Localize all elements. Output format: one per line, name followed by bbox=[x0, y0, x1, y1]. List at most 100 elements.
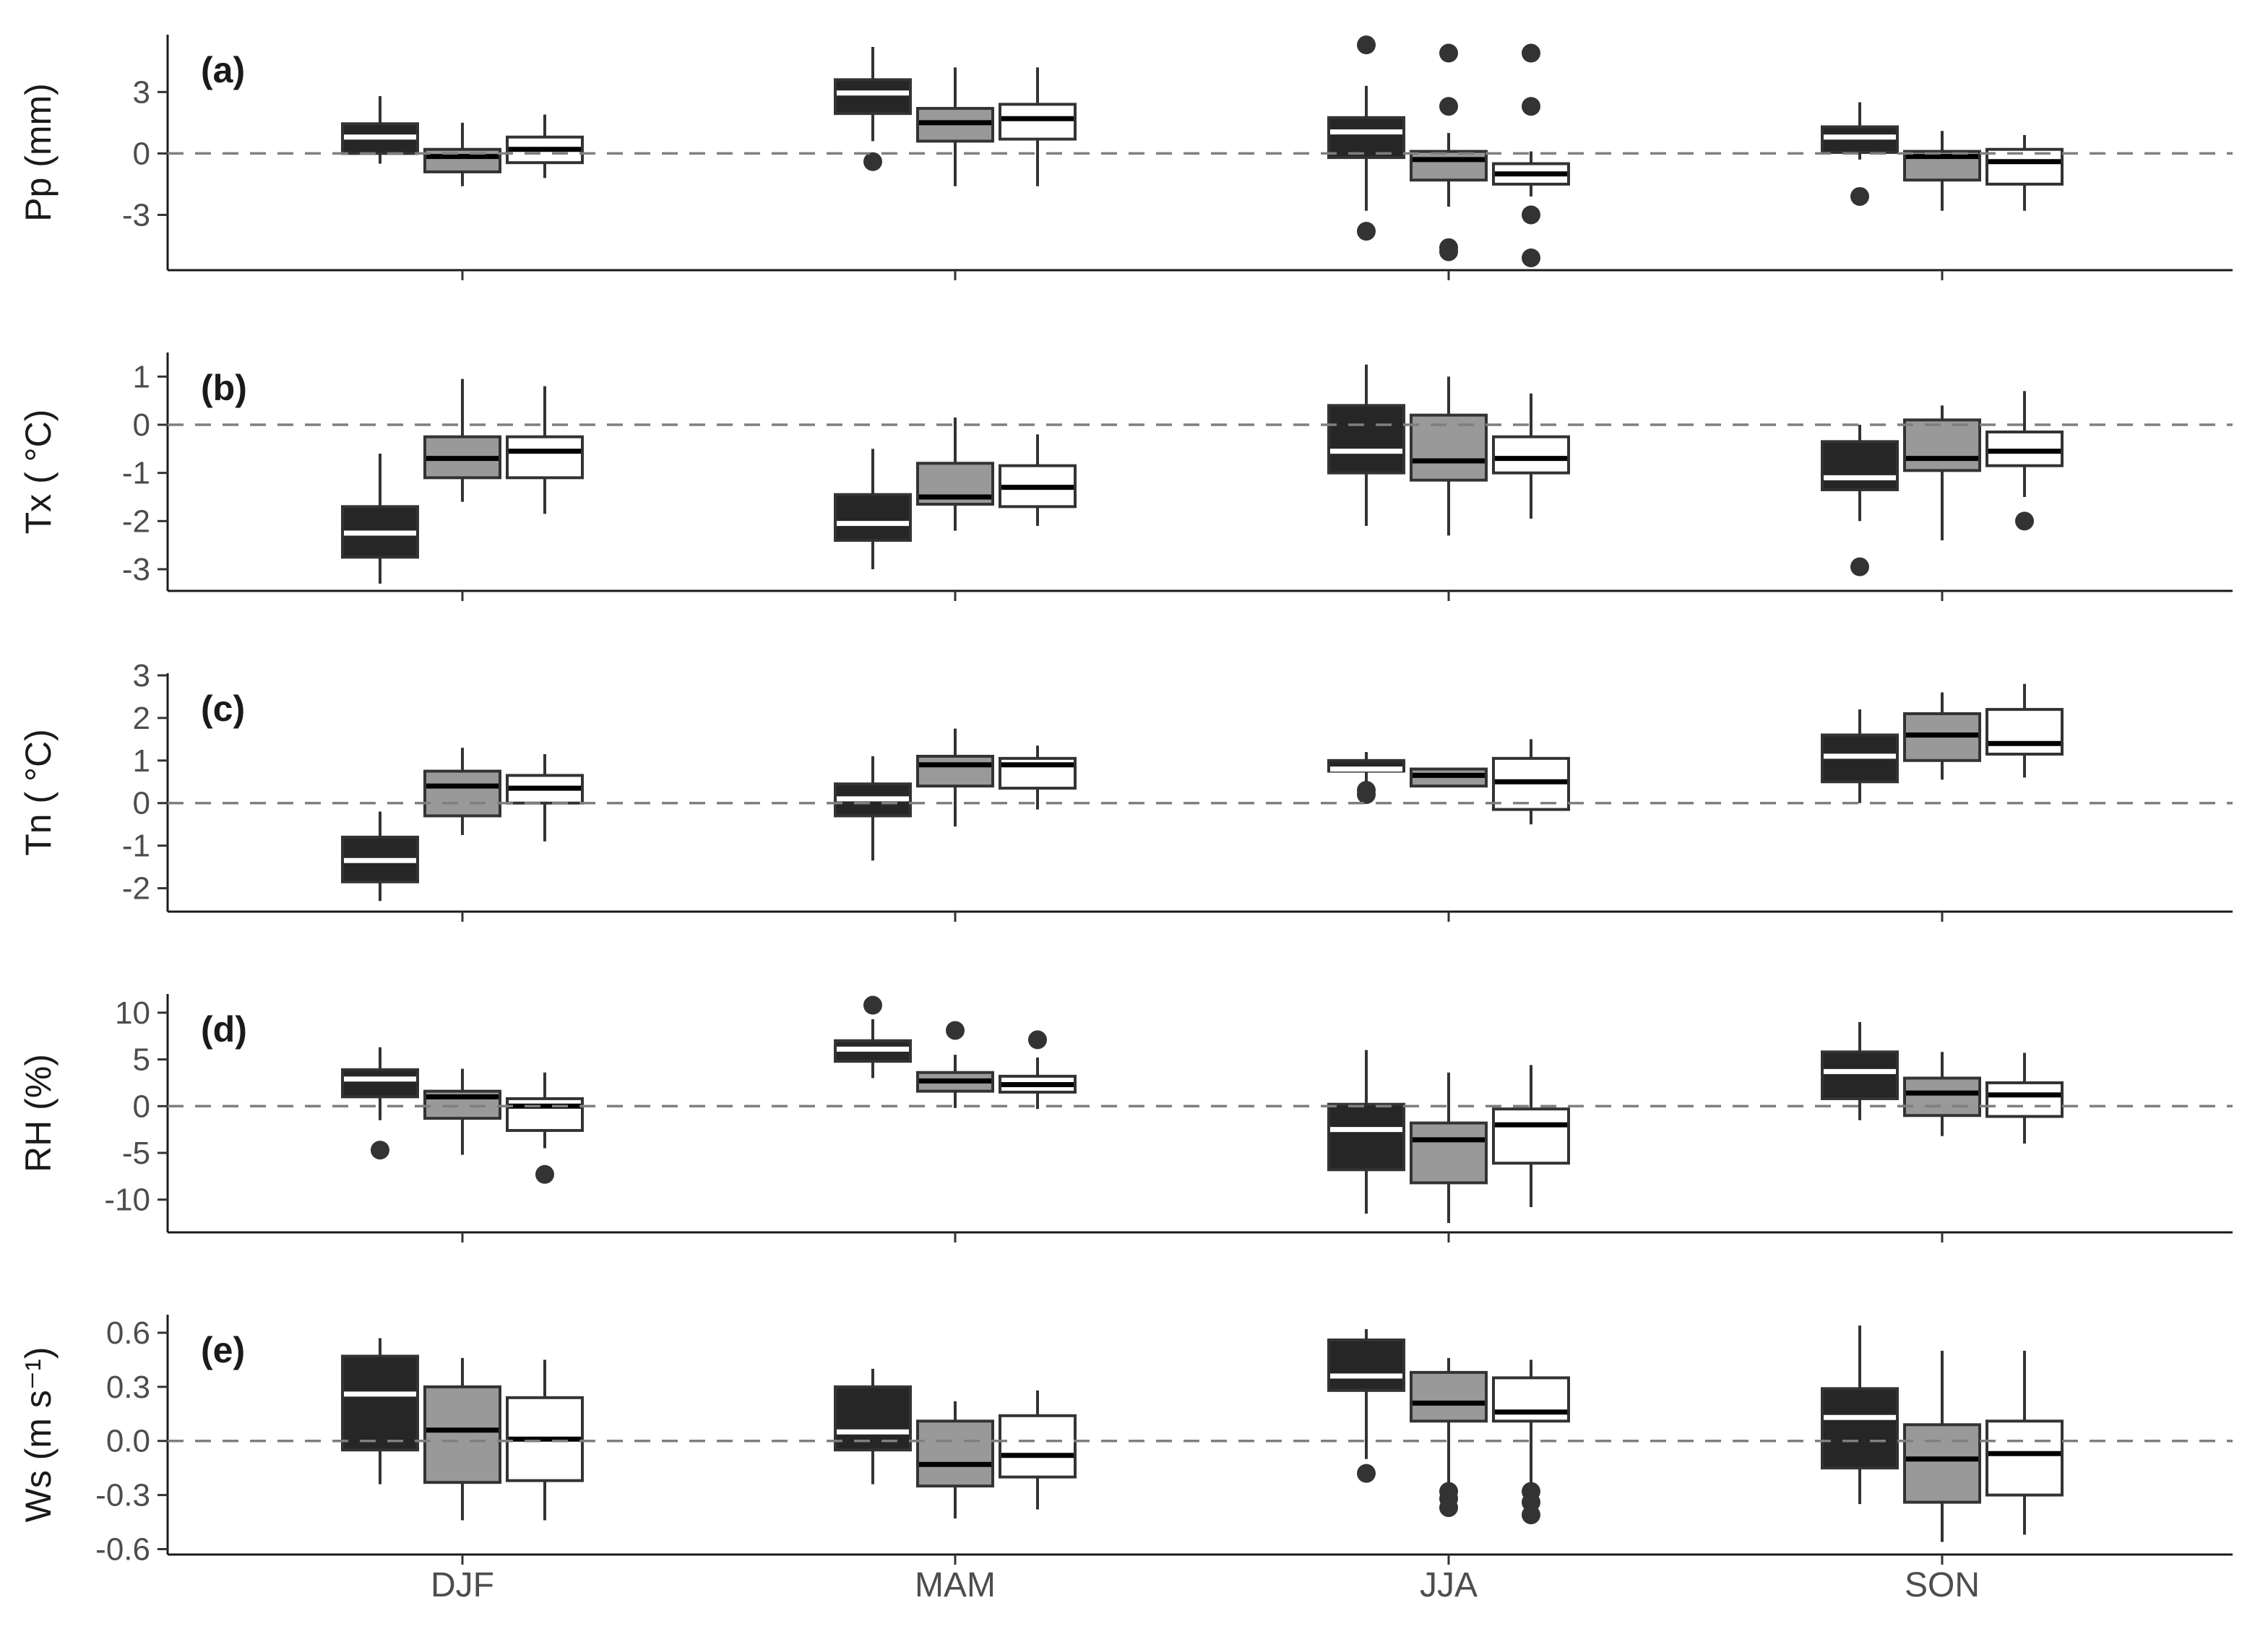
box-djf-1 bbox=[341, 1338, 419, 1484]
box-mam-2 bbox=[916, 728, 994, 827]
panel-e: -0.6 -0.3 0.0 0.3 0.6 Ws (m s⁻¹) (e) bbox=[18, 1315, 2233, 1568]
iqr-box bbox=[1327, 404, 1405, 475]
box-jja-3 bbox=[1492, 1065, 1570, 1208]
iqr-box bbox=[834, 78, 912, 116]
outlier-point bbox=[1357, 35, 1376, 55]
y-tick-label: 0.6 bbox=[106, 1315, 150, 1351]
outlier-point bbox=[1522, 43, 1540, 63]
outlier-point bbox=[535, 1164, 554, 1184]
iqr-box bbox=[1327, 116, 1405, 160]
box-mam-3 bbox=[999, 745, 1077, 810]
iqr-box bbox=[506, 1097, 584, 1132]
iqr-box bbox=[999, 1414, 1077, 1479]
box-son-3 bbox=[1985, 1350, 2064, 1535]
iqr-box bbox=[1985, 1419, 2064, 1497]
iqr-box bbox=[916, 754, 994, 788]
iqr-box bbox=[1985, 708, 2064, 756]
outlier-point bbox=[863, 152, 882, 171]
panel-tag: (c) bbox=[201, 688, 245, 729]
box-jja-1 bbox=[1327, 35, 1405, 241]
box-jja-2 bbox=[1410, 43, 1488, 261]
box-jja-3 bbox=[1492, 43, 1570, 267]
outlier-point bbox=[1357, 784, 1376, 804]
y-tick-label: 3 bbox=[133, 658, 150, 693]
box-djf-1 bbox=[341, 96, 419, 164]
y-axis-title: RH (%) bbox=[18, 1054, 59, 1172]
iqr-box bbox=[1410, 413, 1488, 482]
y-axis-title: Tx ( °C) bbox=[18, 410, 59, 535]
y-tick-label: 0 bbox=[133, 786, 150, 821]
box-djf-2 bbox=[423, 1068, 501, 1155]
iqr-box bbox=[1327, 1338, 1405, 1392]
iqr-box bbox=[1821, 125, 1899, 154]
y-tick-label: -2 bbox=[122, 503, 150, 539]
box-mam-2 bbox=[916, 418, 994, 531]
box-son-1 bbox=[1821, 102, 1899, 206]
box-son-2 bbox=[1903, 1350, 1981, 1542]
iqr-box bbox=[1410, 1370, 1488, 1423]
box-djf-1 bbox=[341, 1047, 419, 1160]
y-tick-label: 1 bbox=[133, 743, 150, 779]
panel-a: -3 0 3 Pp (mm) (a) bbox=[18, 35, 2233, 280]
box-mam-1 bbox=[834, 756, 912, 861]
iqr-box bbox=[1492, 435, 1570, 475]
panel-tag: (e) bbox=[201, 1330, 245, 1370]
outlier-point bbox=[371, 1141, 389, 1160]
y-tick-label: -0.6 bbox=[95, 1532, 150, 1568]
iqr-box bbox=[1821, 440, 1899, 491]
box-mam-2 bbox=[916, 1021, 994, 1108]
box-jja-2 bbox=[1410, 1357, 1488, 1518]
y-tick-label: 0.3 bbox=[106, 1370, 150, 1405]
y-tick-label: -2 bbox=[122, 871, 150, 907]
outlier-point bbox=[1439, 43, 1458, 63]
y-axis-title: Tn ( °C) bbox=[18, 729, 59, 856]
box-mam-3 bbox=[999, 434, 1077, 526]
outlier-point bbox=[2015, 511, 2034, 531]
y-axis-title: Ws (m s⁻¹) bbox=[18, 1347, 59, 1523]
box-jja-3 bbox=[1492, 393, 1570, 519]
box-jja-3 bbox=[1492, 1359, 1570, 1525]
iqr-box bbox=[1821, 1050, 1899, 1100]
box-mam-1 bbox=[834, 1368, 912, 1484]
panel-d: -10 -5 0 5 10 RH (%) (d) bbox=[18, 994, 2233, 1242]
iqr-box bbox=[1410, 150, 1488, 182]
box-jja-1 bbox=[1327, 1050, 1405, 1214]
iqr-box bbox=[1821, 1387, 1899, 1470]
y-tick-label: 3 bbox=[133, 74, 150, 110]
box-jja-1 bbox=[1327, 364, 1405, 526]
panel-c: -2 -1 0 1 2 3 Tn ( °C) (c) bbox=[18, 658, 2233, 922]
y-tick-label: -3 bbox=[122, 197, 150, 233]
box-djf-2 bbox=[423, 122, 501, 186]
panel-tag: (d) bbox=[201, 1009, 247, 1050]
iqr-box bbox=[1903, 1423, 1981, 1504]
box-djf-2 bbox=[423, 1357, 501, 1521]
outlier-point bbox=[1850, 557, 1869, 576]
y-tick-label: 0 bbox=[133, 136, 150, 171]
y-tick-label: -10 bbox=[104, 1183, 150, 1218]
y-tick-label: 0 bbox=[133, 1089, 150, 1124]
iqr-box bbox=[341, 1354, 419, 1452]
iqr-box bbox=[1903, 418, 1981, 472]
y-tick-label: -0.3 bbox=[95, 1478, 150, 1513]
y-tick-label: 1 bbox=[133, 359, 150, 394]
box-mam-1 bbox=[834, 995, 912, 1078]
box-jja-3 bbox=[1492, 739, 1570, 825]
box-mam-2 bbox=[916, 1401, 994, 1519]
box-son-3 bbox=[1985, 683, 2064, 778]
box-djf-3 bbox=[506, 386, 584, 514]
iqr-box bbox=[1985, 147, 2064, 186]
panel-b: -3 -2 -1 0 1 Tx ( °C) (b) bbox=[18, 353, 2233, 601]
box-son-1 bbox=[1821, 709, 1899, 803]
outlier-point bbox=[1522, 97, 1540, 116]
box-djf-3 bbox=[506, 1359, 584, 1521]
box-son-1 bbox=[1821, 1325, 1899, 1505]
box-mam-1 bbox=[834, 449, 912, 569]
iqr-box bbox=[1985, 1081, 2064, 1118]
x-tick-label-djf: DJF bbox=[431, 1566, 494, 1604]
x-tick-label-jja: JJA bbox=[1420, 1566, 1478, 1604]
outlier-point bbox=[1439, 97, 1458, 116]
box-mam-3 bbox=[999, 1030, 1077, 1110]
box-djf-3 bbox=[506, 114, 584, 178]
iqr-box bbox=[1492, 1107, 1570, 1165]
